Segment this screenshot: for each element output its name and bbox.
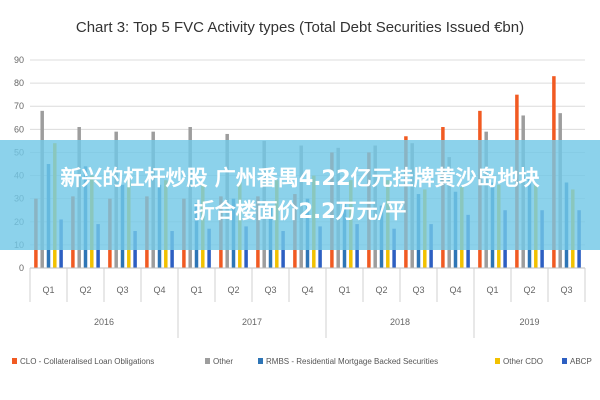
y-tick-label: 0 xyxy=(19,263,24,273)
x-tick-label: Q2 xyxy=(523,285,535,295)
x-tick-label: Q2 xyxy=(79,285,91,295)
headline-line-2: 折合楼面价2.2万元/平 xyxy=(193,199,407,223)
x-tick-label: Q1 xyxy=(338,285,350,295)
x-tick-label: Q3 xyxy=(412,285,424,295)
legend-label: Other xyxy=(213,357,233,366)
x-tick-label: Q4 xyxy=(153,285,165,295)
x-tick-label: Q2 xyxy=(227,285,239,295)
x-group-label: 2018 xyxy=(390,317,410,327)
legend-swatch xyxy=(495,358,500,364)
legend-label: Other CDO xyxy=(503,357,543,366)
x-group-label: 2017 xyxy=(242,317,262,327)
x-tick-label: Q4 xyxy=(301,285,313,295)
x-tick-label: Q3 xyxy=(116,285,128,295)
legend-swatch xyxy=(562,358,567,364)
legend-swatch xyxy=(12,358,17,364)
y-tick-label: 90 xyxy=(14,55,24,65)
x-group-label: 2019 xyxy=(519,317,539,327)
headline-line-1: 新兴的杠杆炒股 广州番禺4.22亿元挂牌黄沙岛地块 xyxy=(60,166,540,190)
x-tick-label: Q2 xyxy=(375,285,387,295)
y-tick-label: 80 xyxy=(14,78,24,88)
x-tick-label: Q3 xyxy=(264,285,276,295)
x-tick-label: Q1 xyxy=(486,285,498,295)
x-group-label: 2016 xyxy=(94,317,114,327)
legend-label: CLO - Collateralised Loan Obligations xyxy=(20,357,154,366)
legend-swatch xyxy=(205,358,210,364)
legend-label: ABCP xyxy=(570,357,592,366)
y-tick-label: 70 xyxy=(14,101,24,111)
chart-title: Chart 3: Top 5 FVC Activity types (Total… xyxy=(76,19,524,36)
x-tick-label: Q1 xyxy=(190,285,202,295)
x-tick-label: Q1 xyxy=(42,285,54,295)
legend-label: RMBS - Residential Mortgage Backed Secur… xyxy=(266,357,438,366)
x-tick-label: Q4 xyxy=(449,285,461,295)
legend: CLO - Collateralised Loan Obligations Oth… xyxy=(12,357,592,366)
y-tick-label: 60 xyxy=(14,124,24,134)
headline-banner[interactable]: 新兴的杠杆炒股 广州番禺4.22亿元挂牌黄沙岛地块 折合楼面价2.2万元/平 xyxy=(0,140,600,250)
x-axis: Q1 Q2 Q3 Q4 Q1 Q2 Q3 Q4 Q1 Q2 Q3 Q4 Q1 Q2 Q3 2016 2017 20… xyxy=(29,267,586,338)
x-tick-label: Q3 xyxy=(560,285,572,295)
legend-swatch xyxy=(258,358,263,364)
